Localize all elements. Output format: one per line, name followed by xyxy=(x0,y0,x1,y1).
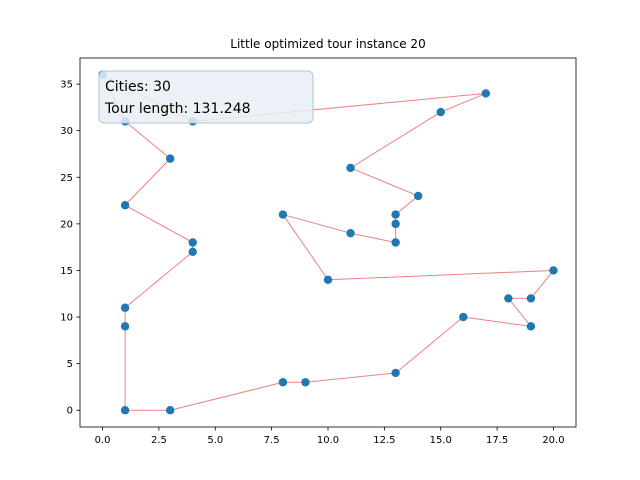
tour-segment xyxy=(170,381,284,411)
y-tick-label: 20 xyxy=(60,219,73,230)
tour-segment xyxy=(395,316,464,374)
x-tick-label: 12.5 xyxy=(373,435,395,446)
x-tick-label: 5.0 xyxy=(207,435,223,446)
tour-segment xyxy=(124,120,171,160)
city-point xyxy=(120,303,130,312)
y-tick-label: 30 xyxy=(60,126,73,137)
x-tick-label: 0.0 xyxy=(95,435,111,446)
tour-segment xyxy=(530,270,554,299)
y-tick-label: 0 xyxy=(67,406,73,417)
cities-count-text: Cities: 30 xyxy=(105,79,171,95)
tour-segment xyxy=(282,214,351,234)
tour-segment xyxy=(395,195,419,215)
city-point xyxy=(549,266,558,275)
tour-segment xyxy=(124,158,171,206)
tour-segment xyxy=(124,251,194,309)
city-point xyxy=(391,368,400,378)
x-tick-label: 10.0 xyxy=(317,435,339,446)
tour-segment xyxy=(507,298,532,327)
city-point xyxy=(526,294,536,303)
city-point xyxy=(391,219,400,229)
tour-segment xyxy=(440,92,487,113)
y-tick-label: 25 xyxy=(60,173,73,184)
city-point xyxy=(346,163,355,173)
city-point xyxy=(120,201,130,210)
city-point xyxy=(278,210,288,219)
city-point xyxy=(301,378,310,387)
x-tick-label: 17.5 xyxy=(486,435,508,446)
city-point xyxy=(459,312,468,322)
city-point xyxy=(436,107,445,117)
city-point xyxy=(391,210,400,219)
city-point xyxy=(481,89,491,98)
y-axis: 0 5 10 15 20 25 30 35 xyxy=(60,80,80,417)
tour-length-text: Tour length: 131.248 xyxy=(104,101,251,117)
city-point xyxy=(504,294,513,303)
tour-segment xyxy=(350,167,419,197)
y-tick-label: 15 xyxy=(60,266,73,277)
city-point xyxy=(165,406,175,415)
city-point xyxy=(120,406,130,415)
y-tick-label: 5 xyxy=(67,359,73,370)
tour-segment xyxy=(350,111,441,169)
x-axis: 0.0 2.5 5.0 7.5 10.0 12.5 15.0 17.5 20.0 xyxy=(95,427,565,446)
city-point xyxy=(413,191,423,201)
x-tick-label: 15.0 xyxy=(430,435,452,446)
tour-segment xyxy=(350,232,396,243)
info-box: Cities: 30 Tour length: 131.248 xyxy=(98,70,314,124)
x-tick-label: 2.5 xyxy=(151,435,167,446)
city-point xyxy=(188,247,197,257)
city-point xyxy=(346,228,355,238)
tour-segment xyxy=(327,269,554,281)
tour-segment xyxy=(124,204,193,243)
chart-title: Little optimized tour instance 20 xyxy=(230,37,425,51)
x-tick-label: 7.5 xyxy=(264,435,280,446)
city-point xyxy=(120,322,130,331)
tour-segment xyxy=(305,372,396,383)
y-tick-label: 35 xyxy=(60,80,73,91)
city-point xyxy=(323,275,333,284)
city-point xyxy=(188,238,197,247)
city-point xyxy=(165,154,175,163)
tour-segment xyxy=(282,214,329,281)
y-tick-label: 10 xyxy=(60,313,73,324)
tour-segment xyxy=(463,316,531,327)
info-box-background xyxy=(98,70,314,124)
x-tick-label: 20.0 xyxy=(542,435,564,446)
city-point xyxy=(526,322,536,331)
city-point xyxy=(391,238,400,247)
plot-area xyxy=(98,70,558,415)
city-point xyxy=(278,378,288,387)
